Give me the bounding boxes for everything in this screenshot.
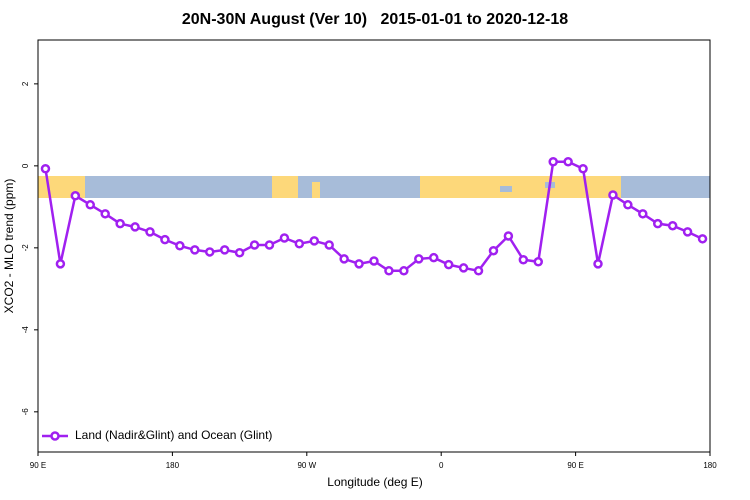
point	[249, 240, 260, 250]
point	[428, 252, 439, 263]
point	[369, 256, 379, 266]
x-tick-label: 90 E	[567, 461, 583, 470]
point	[667, 220, 678, 231]
point	[190, 245, 200, 255]
x-tick-label: 0	[439, 461, 444, 470]
y-tick-label: -2	[21, 244, 30, 252]
point	[279, 233, 290, 243]
point	[578, 163, 588, 174]
point	[100, 209, 110, 219]
point	[608, 190, 618, 200]
point	[339, 254, 349, 264]
point	[593, 259, 603, 269]
point	[234, 248, 245, 258]
point	[458, 263, 469, 273]
point	[130, 222, 140, 232]
point	[309, 236, 320, 246]
point	[145, 227, 155, 237]
point	[264, 240, 275, 250]
point	[518, 254, 529, 265]
point	[354, 259, 364, 269]
point	[204, 247, 215, 257]
x-tick-label: 180	[166, 461, 180, 470]
point	[294, 238, 305, 249]
point	[473, 266, 484, 276]
point	[115, 218, 125, 229]
point	[40, 163, 51, 174]
point	[638, 209, 648, 219]
legend-marker	[50, 431, 60, 441]
point	[488, 245, 499, 256]
point	[160, 234, 170, 245]
y-tick-label: -6	[21, 408, 30, 416]
point	[219, 245, 230, 255]
x-tick-label: 180	[703, 461, 717, 470]
point	[55, 259, 66, 269]
point	[443, 259, 454, 270]
point	[399, 266, 409, 276]
x-tick-label: 90 W	[297, 461, 316, 470]
map-strip	[38, 176, 710, 198]
point	[85, 200, 96, 210]
point	[384, 266, 394, 276]
point	[414, 254, 424, 264]
point	[324, 240, 334, 250]
x-tick-label: 90 E	[30, 461, 46, 470]
point	[70, 191, 81, 201]
point	[175, 241, 185, 251]
plot-frame	[37, 39, 711, 453]
point	[563, 157, 573, 167]
point	[548, 157, 558, 167]
point	[503, 231, 514, 241]
y-axis-label: XCO2 - MLO trend (ppm)	[2, 179, 16, 314]
point	[682, 227, 693, 237]
y-tick-label: 0	[21, 163, 30, 168]
point	[697, 234, 708, 244]
x-axis-label: Longitude (deg E)	[327, 475, 422, 489]
point	[652, 218, 663, 229]
y-tick-label: 2	[21, 81, 30, 86]
legend-label: Land (Nadir&Glint) and Ocean (Glint)	[75, 428, 272, 442]
y-tick-label: -4	[21, 326, 30, 334]
chart-title: 20N-30N August (Ver 10) 2015-01-01 to 20…	[182, 11, 568, 28]
point	[533, 257, 544, 267]
point	[623, 200, 633, 210]
